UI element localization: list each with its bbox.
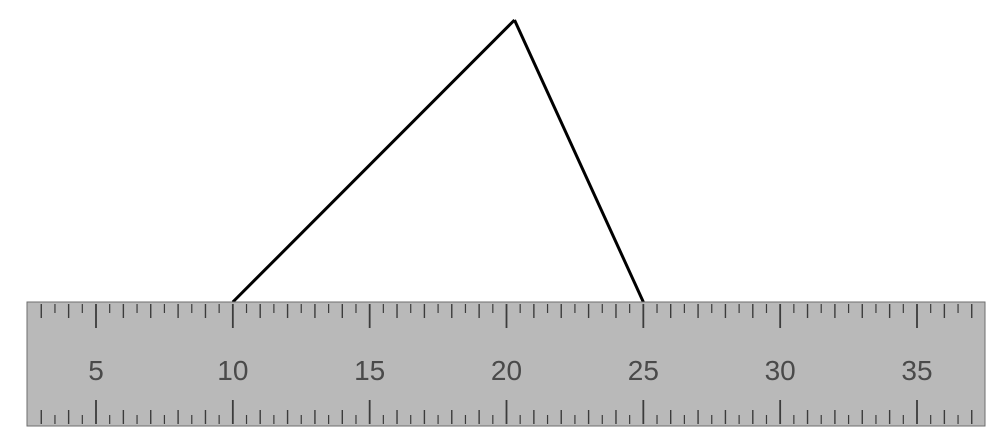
ruler-label-25: 25 — [628, 355, 659, 386]
ruler-labels: 5 10 15 20 25 30 35 — [88, 355, 932, 386]
ruler-label-20: 20 — [491, 355, 522, 386]
ruler-label-10: 10 — [217, 355, 248, 386]
ruler-ticks — [40, 304, 973, 424]
ruler-label-35: 35 — [901, 355, 932, 386]
ruler-label-15: 15 — [354, 355, 385, 386]
ruler-label-30: 30 — [765, 355, 796, 386]
ruler: 5 10 15 20 25 30 35 — [26, 301, 986, 427]
ruler-label-5: 5 — [88, 355, 104, 386]
triangle-left-side — [231, 18, 516, 304]
triangle-right-side — [513, 19, 645, 303]
triangle — [231, 18, 645, 304]
